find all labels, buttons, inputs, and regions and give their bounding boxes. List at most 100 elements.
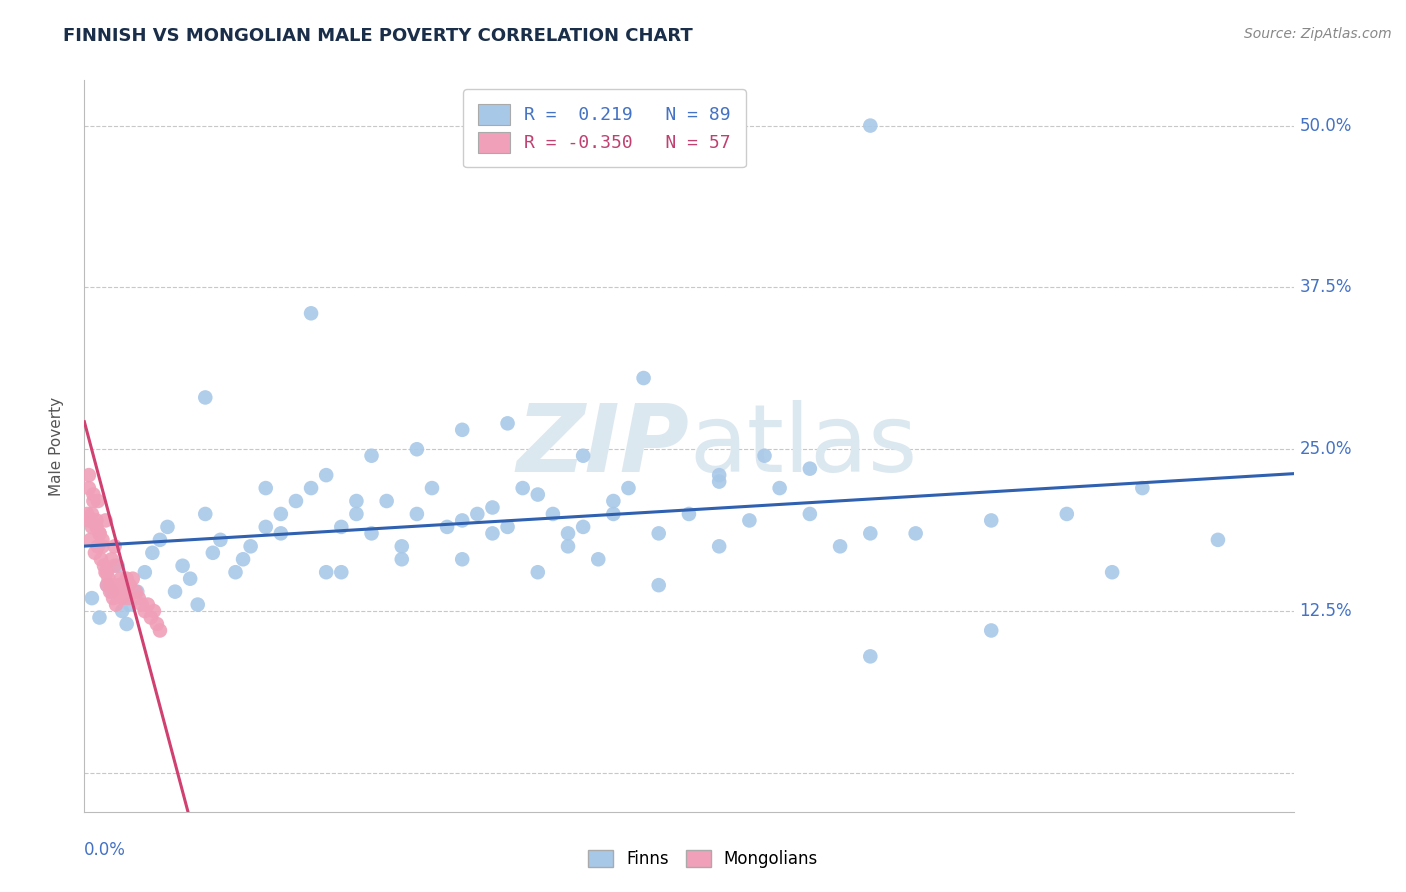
Point (617, 481, 640, 495)
Point (107, 584, 129, 599)
Point (375, 494, 398, 508)
Point (678, 507, 700, 521)
Text: atlas: atlas (689, 400, 917, 492)
Point (111, 604, 134, 618)
Y-axis label: Male Poverty: Male Poverty (49, 396, 63, 496)
Point (89, 526, 111, 541)
Point (467, 507, 489, 521)
Point (142, 604, 165, 618)
Point (709, 475, 731, 489)
Point (315, 566, 337, 580)
Point (149, 624, 172, 638)
Point (91, 533, 114, 547)
Point (111, 578, 134, 592)
Point (830, 539, 852, 553)
Point (1206, 533, 1229, 547)
Point (980, 624, 1002, 638)
Point (165, 584, 187, 599)
Point (87, 539, 110, 553)
Point (86, 513, 108, 527)
Point (97, 572, 120, 586)
Point (633, 371, 655, 385)
Point (239, 539, 262, 553)
Point (754, 449, 776, 463)
Point (80, 507, 103, 521)
Point (254, 520, 277, 534)
Point (588, 552, 610, 566)
Point (104, 558, 127, 573)
Text: ZIP: ZIP (516, 400, 689, 492)
Point (194, 391, 217, 405)
Point (80, 513, 103, 527)
Point (330, 566, 353, 580)
Point (557, 539, 579, 553)
Point (1056, 507, 1078, 521)
Point (139, 610, 162, 624)
Point (100, 552, 122, 566)
Point (118, 598, 141, 612)
Point (451, 513, 474, 527)
Point (315, 468, 337, 483)
Point (346, 494, 368, 508)
Point (496, 520, 519, 534)
Text: 25.0%: 25.0% (1299, 441, 1353, 458)
Point (101, 591, 124, 606)
Legend: R =  0.219   N = 89, R = -0.350   N = 57: R = 0.219 N = 89, R = -0.350 N = 57 (463, 89, 745, 167)
Point (89, 610, 111, 624)
Point (121, 572, 143, 586)
Point (100, 584, 122, 599)
Point (108, 578, 131, 592)
Point (149, 533, 172, 547)
Point (512, 481, 534, 495)
Point (115, 617, 138, 632)
Point (527, 566, 550, 580)
Point (201, 546, 224, 560)
Point (76, 507, 98, 521)
Point (77, 468, 100, 483)
Point (94, 513, 117, 527)
Point (285, 494, 308, 508)
Point (330, 520, 353, 534)
Point (100, 578, 122, 592)
Point (134, 604, 156, 618)
Point (254, 481, 277, 495)
Point (128, 591, 150, 606)
Point (270, 507, 292, 521)
Point (131, 598, 153, 612)
Point (96, 566, 118, 580)
Point (93, 558, 115, 573)
Point (481, 526, 503, 541)
Point (77, 481, 100, 495)
Point (125, 584, 148, 599)
Point (80, 520, 103, 534)
Text: 50.0%: 50.0% (1299, 117, 1353, 135)
Point (146, 617, 169, 632)
Point (391, 552, 413, 566)
Point (602, 494, 624, 508)
Point (232, 552, 254, 566)
Point (77, 513, 100, 527)
Point (112, 584, 135, 599)
Point (406, 507, 429, 521)
Point (481, 500, 503, 515)
Point (602, 507, 624, 521)
Point (859, 649, 882, 664)
Point (172, 558, 194, 573)
Point (1101, 566, 1123, 580)
Point (451, 423, 474, 437)
Legend: Finns, Mongolians: Finns, Mongolians (581, 843, 825, 875)
Point (299, 306, 322, 320)
Point (98, 584, 121, 599)
Point (105, 598, 128, 612)
Point (859, 119, 882, 133)
Point (117, 591, 139, 606)
Point (648, 526, 671, 541)
Point (391, 539, 413, 553)
Point (904, 526, 927, 541)
Point (115, 572, 138, 586)
Point (127, 584, 149, 599)
Point (420, 481, 443, 495)
Point (107, 558, 129, 573)
Point (799, 507, 821, 521)
Point (209, 533, 232, 547)
